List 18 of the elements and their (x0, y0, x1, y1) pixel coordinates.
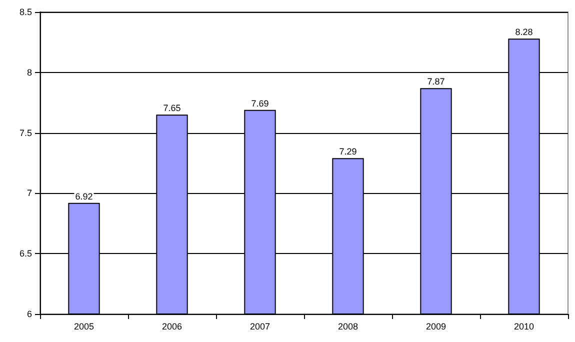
data-label: 7.87 (427, 76, 445, 87)
y-tick-label: 6 (26, 309, 32, 319)
y-tick-label: 8 (26, 67, 32, 78)
x-tick-label: 2006 (162, 322, 182, 332)
x-tick-label: 2005 (74, 322, 94, 332)
x-tick-label: 2008 (338, 322, 358, 332)
x-tick-label: 2009 (426, 322, 446, 332)
y-tick-label: 6.5 (19, 248, 32, 259)
x-tick-label: 2010 (514, 322, 534, 332)
x-tick-label: 2007 (250, 322, 270, 332)
data-label: 7.29 (339, 146, 357, 157)
y-tick-label: 8.5 (19, 7, 32, 17)
y-tick-label: 7.5 (19, 128, 32, 138)
data-label: 7.65 (163, 103, 181, 114)
data-label: 7.69 (251, 98, 269, 108)
data-label: 6.92 (75, 191, 93, 202)
y-tick-label: 7 (26, 188, 32, 198)
data-label: 8.28 (515, 27, 533, 38)
